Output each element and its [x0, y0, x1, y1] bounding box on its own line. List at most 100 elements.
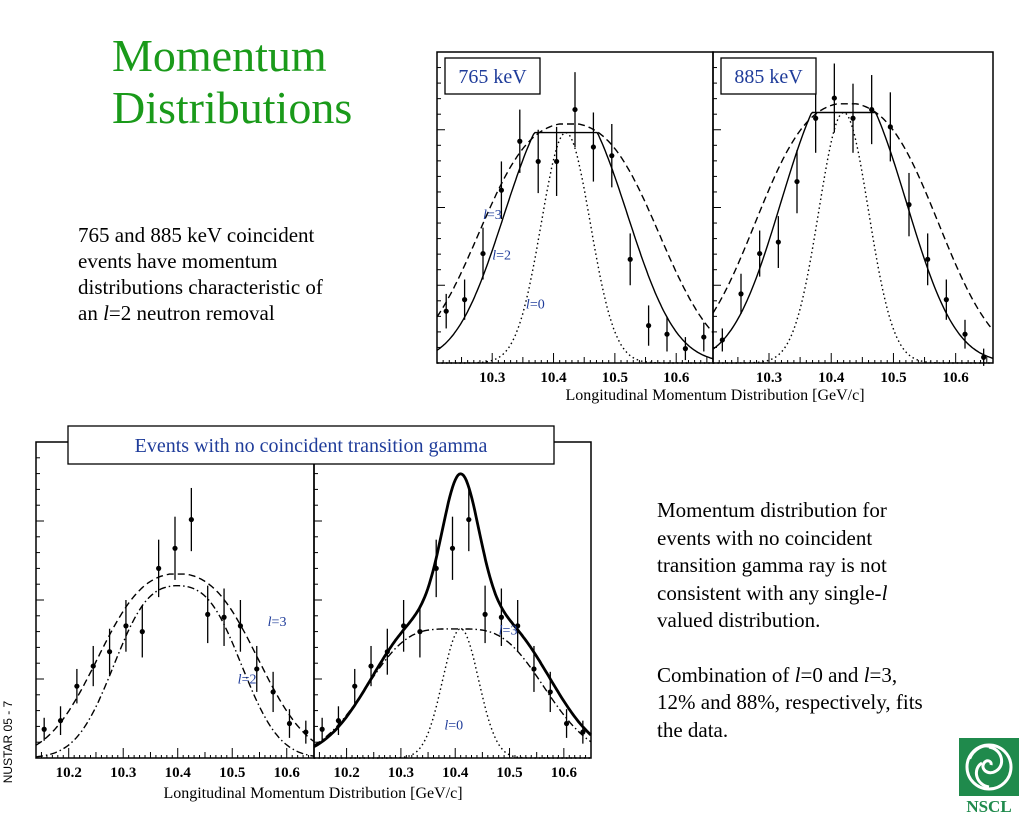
- x-tick-label: 10.5: [602, 370, 628, 386]
- data-point: [433, 565, 439, 572]
- text2-paragraph-1: Momentum distribution for events with no…: [657, 497, 997, 635]
- data-point: [41, 726, 47, 732]
- data-point: [580, 729, 586, 735]
- panel-4: 10.2 10.3 10.4 10.5 10.6l=3l=0: [313, 441, 592, 781]
- panel-label-box: [444, 57, 541, 95]
- data-point: [547, 689, 553, 695]
- data-point: [925, 256, 931, 262]
- data-point: [943, 297, 949, 303]
- curve-label-l: l: [268, 615, 272, 630]
- curve-label-value: =3: [272, 615, 287, 630]
- data-point: [813, 115, 819, 121]
- data-point: [417, 629, 423, 635]
- data-point: [590, 144, 597, 150]
- text2-p2-l-symbol-1: l: [794, 662, 801, 687]
- x-tick-label: 10.6: [663, 370, 690, 386]
- text2-paragraph-2: Combination of l=0 and l=3, 12% and 88%,…: [657, 662, 997, 745]
- text1-line-2: events have momentum: [78, 249, 278, 273]
- data-point: [237, 623, 244, 629]
- x-tick-label: 10.3: [479, 370, 505, 386]
- data-point: [757, 250, 763, 257]
- logo-swirl-1: [981, 745, 1004, 775]
- curve-l3: [436, 123, 714, 334]
- curve-label: l=0: [526, 297, 545, 312]
- panel-2: 10.3 10.4 10.5 10.6 885 keV: [712, 51, 994, 386]
- curve-label-l: l: [238, 672, 242, 687]
- top-x-axis-label: Longitudinal Momentum Distribution [GeV/…: [565, 387, 864, 404]
- data-point: [139, 629, 145, 635]
- data-point: [286, 720, 293, 727]
- data-point: [498, 614, 504, 620]
- data-point: [850, 115, 856, 121]
- logo-swirl-2: [974, 761, 990, 789]
- x-tick-label: 10.6: [274, 765, 301, 781]
- data-point: [664, 331, 670, 337]
- logo-swirl-3: [969, 745, 990, 760]
- curve-label: l=3: [268, 615, 287, 630]
- curve-label: l=2: [492, 248, 511, 263]
- text1-line-1: 765 and 885 keV coincident: [78, 223, 315, 247]
- x-tick-label: 10.4: [442, 765, 469, 781]
- data-point: [498, 187, 504, 193]
- data-point: [270, 689, 276, 695]
- text2-p2-b: =0 and: [800, 662, 864, 687]
- title-line-1: Momentum: [112, 30, 327, 81]
- data-point: [517, 138, 523, 144]
- x-tick-label: 10.4: [818, 370, 845, 386]
- data-point: [443, 308, 449, 314]
- logo-text: NSCL: [966, 797, 1011, 815]
- curve-l2: [436, 131, 714, 360]
- x-tick-label: 10.3: [388, 765, 414, 781]
- x-tick-label: 10.3: [110, 765, 136, 781]
- text2-p2-a: Combination of: [657, 662, 795, 687]
- data-point: [188, 516, 194, 523]
- data-point: [74, 683, 80, 689]
- text1-line-4-a: an: [78, 301, 104, 325]
- text2-p1-line-2: events with no coincident: [657, 525, 873, 550]
- curve-label: l=0: [444, 718, 463, 733]
- x-tick-label: 10.5: [219, 765, 245, 781]
- data-point: [352, 683, 358, 689]
- curve-label-value: =3: [503, 623, 518, 638]
- text1-line-4-b: =2 neutron removal: [108, 301, 275, 325]
- banner-text: Events with no coincident transition gam…: [135, 435, 488, 457]
- data-point: [156, 565, 162, 572]
- data-point: [719, 337, 725, 343]
- data-point: [554, 158, 560, 165]
- text2-p2-line-2: 12% and 88%, respectively, fits: [657, 690, 923, 714]
- x-tick-label: 10.2: [333, 765, 359, 781]
- curve-l3: [35, 573, 315, 746]
- slide-title: Momentum Distributions: [112, 30, 412, 134]
- bottom-x-axis-label: Longitudinal Momentum Distribution [GeV/…: [163, 785, 462, 802]
- data-point: [609, 153, 615, 159]
- curve-l2: [35, 585, 315, 758]
- data-point: [335, 718, 342, 724]
- data-point: [466, 516, 472, 523]
- data-point: [106, 649, 113, 655]
- data-point: [869, 106, 875, 113]
- data-point: [646, 322, 652, 329]
- data-point: [449, 545, 456, 551]
- slide-side-label: NUSTAR 05 - 7: [1, 700, 15, 784]
- data-point: [515, 623, 521, 629]
- curve-label-value: =3: [487, 208, 502, 223]
- data-point: [531, 666, 537, 672]
- curve-label-l: l: [483, 208, 487, 223]
- curve-sum: [313, 472, 592, 748]
- nscl-logo: NSCL: [959, 738, 1019, 815]
- curve-label: l=3: [483, 208, 502, 223]
- data-point: [682, 346, 689, 352]
- text2-p1-line-5: valued distribution.: [657, 608, 821, 632]
- text1-l-symbol: l: [103, 301, 109, 325]
- data-point: [462, 297, 468, 303]
- curve-label-value: =2: [242, 672, 257, 687]
- text2-p2-l-symbol-2: l: [863, 662, 870, 687]
- data-point: [254, 666, 260, 672]
- text2-p1-line-1: Momentum distribution for: [657, 498, 887, 522]
- logo-outer-ring: [965, 743, 1013, 791]
- curve-label-value: =2: [496, 248, 511, 263]
- data-point: [701, 334, 707, 340]
- text1-line-4: an l=2 neutron removal: [78, 300, 388, 326]
- no-coincidence-description: Momentum distribution for events with no…: [657, 497, 997, 771]
